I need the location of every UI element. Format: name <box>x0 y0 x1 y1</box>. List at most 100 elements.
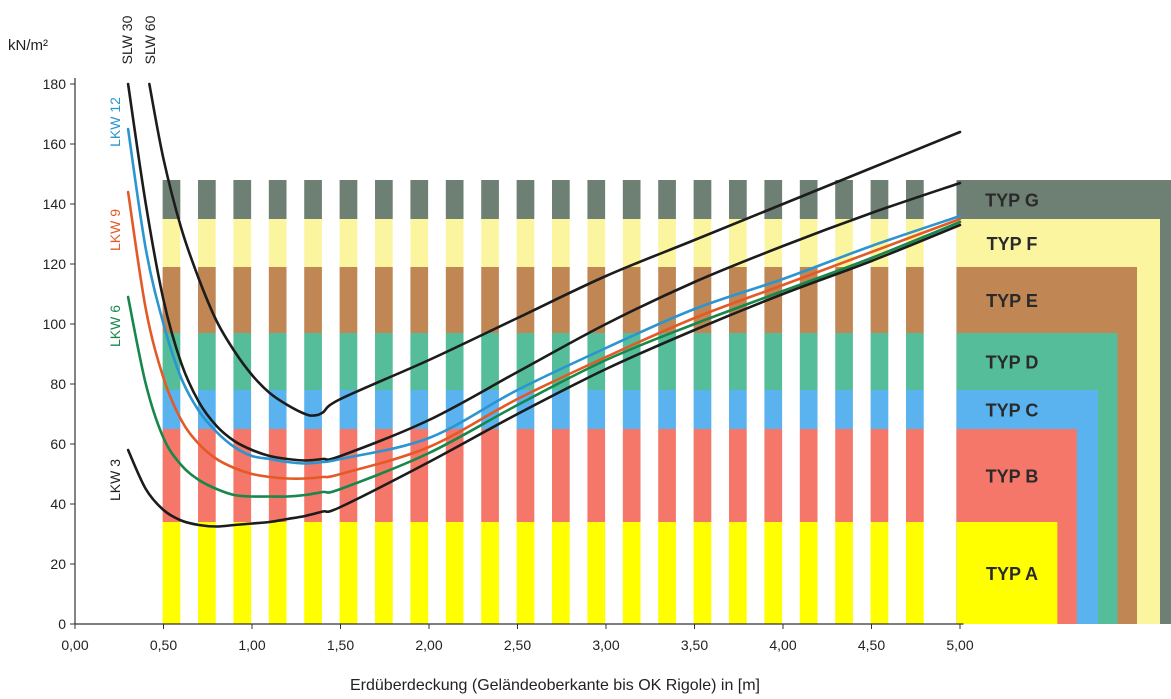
band-column-typ-e <box>481 267 499 333</box>
band-column-typ-f <box>729 219 747 267</box>
band-column-typ-d <box>516 333 535 390</box>
curve-lkw-6 <box>126 220 962 498</box>
band-column-typ-c <box>410 390 429 429</box>
band-column-typ-b <box>870 429 889 522</box>
band-column-typ-g <box>835 180 853 219</box>
x-axis-title: Erdüberdeckung (Geländeoberkante bis OK … <box>350 677 760 694</box>
band-column-typ-c <box>693 390 712 429</box>
band-column-typ-b <box>304 429 322 522</box>
band-column-typ-g <box>268 180 287 219</box>
band-column-typ-f <box>693 219 712 267</box>
band-column-typ-e <box>304 267 322 333</box>
band-column-typ-g <box>764 180 783 219</box>
band-column-typ-f <box>516 219 535 267</box>
band-column-typ-a <box>729 522 747 624</box>
band-column-typ-c <box>339 390 358 429</box>
x-tick-label: 5,00 <box>946 637 973 653</box>
band-label-typ-e: TYP E <box>986 291 1038 311</box>
x-tick-label: 0,50 <box>150 637 177 653</box>
band-column-typ-a <box>799 522 818 624</box>
band-column-typ-g <box>375 180 393 219</box>
band-column-typ-a <box>198 522 216 624</box>
band-column-typ-c <box>268 390 287 429</box>
band-column-typ-d <box>799 333 818 390</box>
band-label-typ-d: TYP D <box>986 353 1039 373</box>
band-column-typ-f <box>198 219 216 267</box>
band-column-typ-e <box>268 267 287 333</box>
band-column-typ-d <box>693 333 712 390</box>
band-column-typ-a <box>587 522 606 624</box>
band-column-typ-a <box>268 522 287 624</box>
band-column-typ-d <box>198 333 216 390</box>
band-column-typ-a <box>658 522 676 624</box>
band-column-typ-b <box>481 429 499 522</box>
band-column-typ-e <box>516 267 535 333</box>
y-axis-title: kN/m² <box>8 37 48 54</box>
band-column-typ-g <box>729 180 747 219</box>
band-column-typ-a <box>481 522 499 624</box>
y-tick-label: 40 <box>50 496 66 512</box>
y-tick-label: 180 <box>43 76 67 92</box>
band-column-typ-c <box>764 390 783 429</box>
band-column-typ-b <box>198 429 216 522</box>
band-column-typ-c <box>799 390 818 429</box>
band-column-typ-a <box>304 522 322 624</box>
band-column-typ-f <box>375 219 393 267</box>
band-column-typ-b <box>587 429 606 522</box>
band-column-typ-g <box>445 180 464 219</box>
band-column-typ-g <box>799 180 818 219</box>
band-column-typ-a <box>552 522 570 624</box>
y-tick-label: 140 <box>43 196 67 212</box>
x-tick-label: 3,50 <box>681 637 708 653</box>
y-tick-label: 160 <box>43 136 67 152</box>
band-column-typ-b <box>622 429 641 522</box>
band-block-typ-a <box>956 522 1058 624</box>
band-column-typ-g <box>587 180 606 219</box>
curve-lkw-9 <box>126 190 962 480</box>
x-tick-label: 2,50 <box>504 637 531 653</box>
band-column-typ-f <box>587 219 606 267</box>
band-column-typ-b <box>835 429 853 522</box>
band-column-typ-e <box>375 267 393 333</box>
band-label-typ-a: TYP A <box>986 564 1038 584</box>
band-column-typ-d <box>764 333 783 390</box>
band-column-typ-g <box>198 180 216 219</box>
band-column-typ-d <box>906 333 924 390</box>
band-column-typ-a <box>445 522 464 624</box>
band-column-typ-a <box>162 522 181 624</box>
y-tick-label: 0 <box>58 616 66 632</box>
band-column-typ-a <box>410 522 429 624</box>
x-tick-label: 3,00 <box>592 637 619 653</box>
band-column-typ-f <box>764 219 783 267</box>
band-column-typ-c <box>587 390 606 429</box>
band-column-typ-g <box>906 180 924 219</box>
band-column-typ-g <box>658 180 676 219</box>
band-column-typ-g <box>481 180 499 219</box>
band-column-typ-a <box>622 522 641 624</box>
band-column-typ-b <box>445 429 464 522</box>
band-column-typ-b <box>729 429 747 522</box>
curve-lkw-3 <box>126 223 962 528</box>
band-column-typ-c <box>481 390 499 429</box>
band-column-typ-b <box>906 429 924 522</box>
band-column-typ-f <box>304 219 322 267</box>
band-column-typ-b <box>764 429 783 522</box>
curve-label-lkw-6: LKW 6 <box>107 305 123 347</box>
band-label-typ-f: TYP F <box>987 234 1038 254</box>
x-tick-label: 1,00 <box>238 637 265 653</box>
band-column-typ-f <box>552 219 570 267</box>
band-column-typ-e <box>835 267 853 333</box>
band-column-typ-b <box>339 429 358 522</box>
band-column-typ-e <box>622 267 641 333</box>
band-column-typ-g <box>516 180 535 219</box>
band-column-typ-d <box>481 333 499 390</box>
band-column-typ-g <box>233 180 252 219</box>
band-column-typ-c <box>658 390 676 429</box>
band-column-typ-b <box>693 429 712 522</box>
y-tick-label: 100 <box>43 316 67 332</box>
band-column-typ-d <box>729 333 747 390</box>
band-column-typ-f <box>481 219 499 267</box>
band-column-typ-d <box>339 333 358 390</box>
band-column-typ-b <box>516 429 535 522</box>
